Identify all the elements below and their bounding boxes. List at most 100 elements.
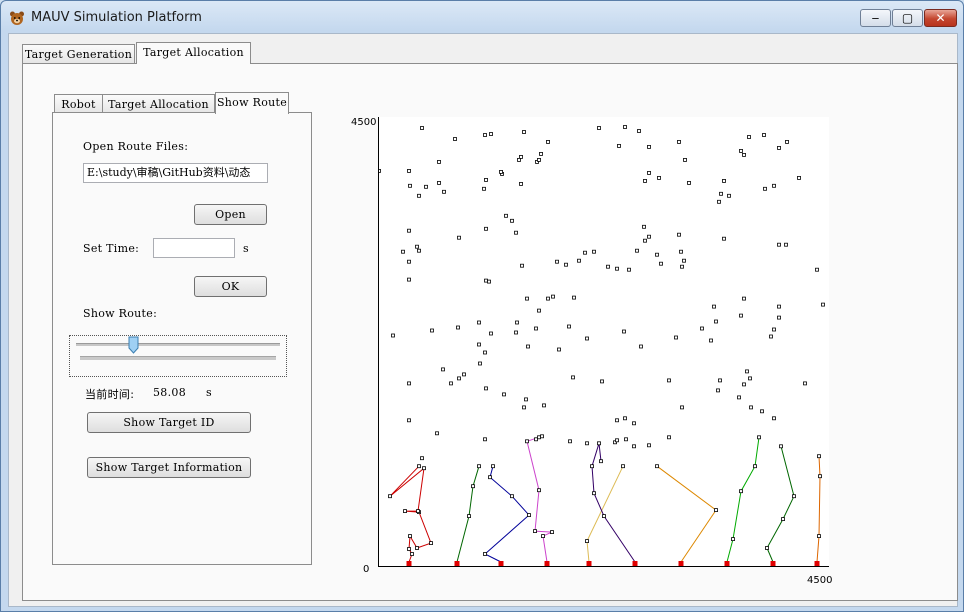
route-waypoint: [817, 454, 821, 459]
target-point: [546, 139, 550, 144]
target-point: [615, 418, 619, 423]
target-point: [585, 336, 589, 341]
set-time-unit: s: [243, 242, 249, 255]
target-point: [615, 266, 619, 271]
target-point: [815, 267, 819, 272]
route-waypoint: [415, 546, 419, 550]
target-point: [617, 143, 621, 148]
target-point: [769, 334, 773, 339]
target-point: [600, 379, 604, 384]
target-point: [407, 259, 411, 264]
route-line-5: [591, 443, 636, 563]
target-point: [722, 179, 726, 183]
target-point: [667, 378, 671, 383]
target-point: [401, 249, 405, 254]
target-point: [519, 182, 523, 186]
target-point: [585, 441, 589, 446]
route-line-8: [766, 446, 795, 563]
target-point: [415, 244, 419, 249]
target-point: [785, 139, 789, 144]
target-point: [456, 325, 460, 330]
target-point: [623, 416, 627, 421]
target-point: [677, 232, 681, 237]
target-point: [557, 347, 561, 352]
target-point: [627, 267, 631, 272]
ok-button[interactable]: OK: [194, 276, 267, 297]
robot-depot-marker: [724, 561, 730, 566]
current-time-value: 58.08: [153, 386, 186, 399]
maximize-button[interactable]: ▢: [892, 9, 923, 27]
file-path-field[interactable]: E:\study\审稿\GitHub资料\动态: [83, 163, 268, 183]
target-point: [643, 238, 647, 243]
target-point: [571, 375, 575, 380]
target-point: [522, 405, 526, 410]
target-point: [535, 160, 539, 164]
route-waypoint: [753, 464, 757, 469]
target-point: [748, 376, 752, 381]
target-point: [739, 313, 743, 318]
route-plot: [377, 117, 829, 567]
route-waypoint: [757, 435, 761, 440]
target-point: [682, 258, 686, 263]
route-waypoint: [533, 529, 537, 534]
target-point: [391, 333, 395, 338]
target-point: [577, 258, 581, 263]
route-waypoint: [792, 494, 796, 499]
target-point: [760, 409, 764, 414]
tab-robot[interactable]: Robot: [54, 94, 103, 114]
target-point: [484, 178, 488, 182]
minimize-icon: ‒: [871, 11, 880, 25]
robot-depot-marker: [678, 561, 684, 566]
minimize-button[interactable]: ‒: [860, 9, 891, 27]
target-point: [483, 133, 487, 137]
tab-show-route[interactable]: Show Route: [215, 92, 289, 114]
target-point: [489, 331, 493, 336]
route-waypoint: [621, 464, 625, 469]
target-point: [592, 249, 596, 254]
set-time-input[interactable]: [153, 238, 235, 258]
route-waypoint: [527, 513, 531, 518]
target-point: [449, 381, 453, 386]
close-icon: ✕: [935, 11, 946, 25]
window-title: MAUV Simulation Platform: [31, 10, 202, 25]
route-slider[interactable]: [69, 335, 287, 377]
open-route-label: Open Route Files:: [83, 140, 189, 153]
target-point: [772, 416, 776, 421]
target-point: [712, 304, 716, 309]
target-point: [680, 264, 684, 269]
tab-target-generation[interactable]: Target Generation: [22, 44, 135, 64]
route-waypoint: [592, 491, 596, 496]
target-point: [623, 125, 627, 129]
target-point: [435, 431, 439, 436]
slider-thumb[interactable]: [128, 336, 139, 354]
route-waypoint: [765, 546, 769, 550]
target-point: [613, 440, 617, 445]
slider-track[interactable]: [76, 343, 280, 346]
target-point: [542, 403, 546, 408]
close-button[interactable]: ✕: [924, 9, 957, 27]
target-point: [377, 169, 381, 173]
target-point: [784, 242, 788, 247]
target-point: [407, 228, 411, 233]
tab-sub-target-allocation[interactable]: Target Allocation: [102, 94, 215, 114]
robot-depot-marker: [498, 561, 504, 566]
open-button[interactable]: Open: [194, 204, 267, 225]
show-target-id-button[interactable]: Show Target ID: [87, 412, 251, 433]
route-waypoint: [417, 464, 421, 469]
target-point: [483, 437, 487, 442]
target-point: [572, 295, 576, 300]
tab-target-allocation[interactable]: Target Allocation: [136, 42, 251, 64]
target-point: [647, 443, 651, 448]
target-point: [489, 132, 493, 136]
robot-depot-marker: [544, 561, 550, 566]
target-point: [737, 395, 741, 400]
target-point: [742, 382, 746, 387]
target-point: [555, 259, 559, 264]
route-waypoint: [585, 539, 589, 544]
target-point: [484, 278, 488, 283]
show-target-information-button[interactable]: Show Target Information: [87, 457, 251, 478]
title-bar[interactable]: MAUV Simulation Platform ‒ ▢ ✕: [1, 1, 963, 35]
target-point: [515, 320, 519, 325]
target-point: [643, 179, 647, 183]
target-point: [484, 386, 488, 391]
